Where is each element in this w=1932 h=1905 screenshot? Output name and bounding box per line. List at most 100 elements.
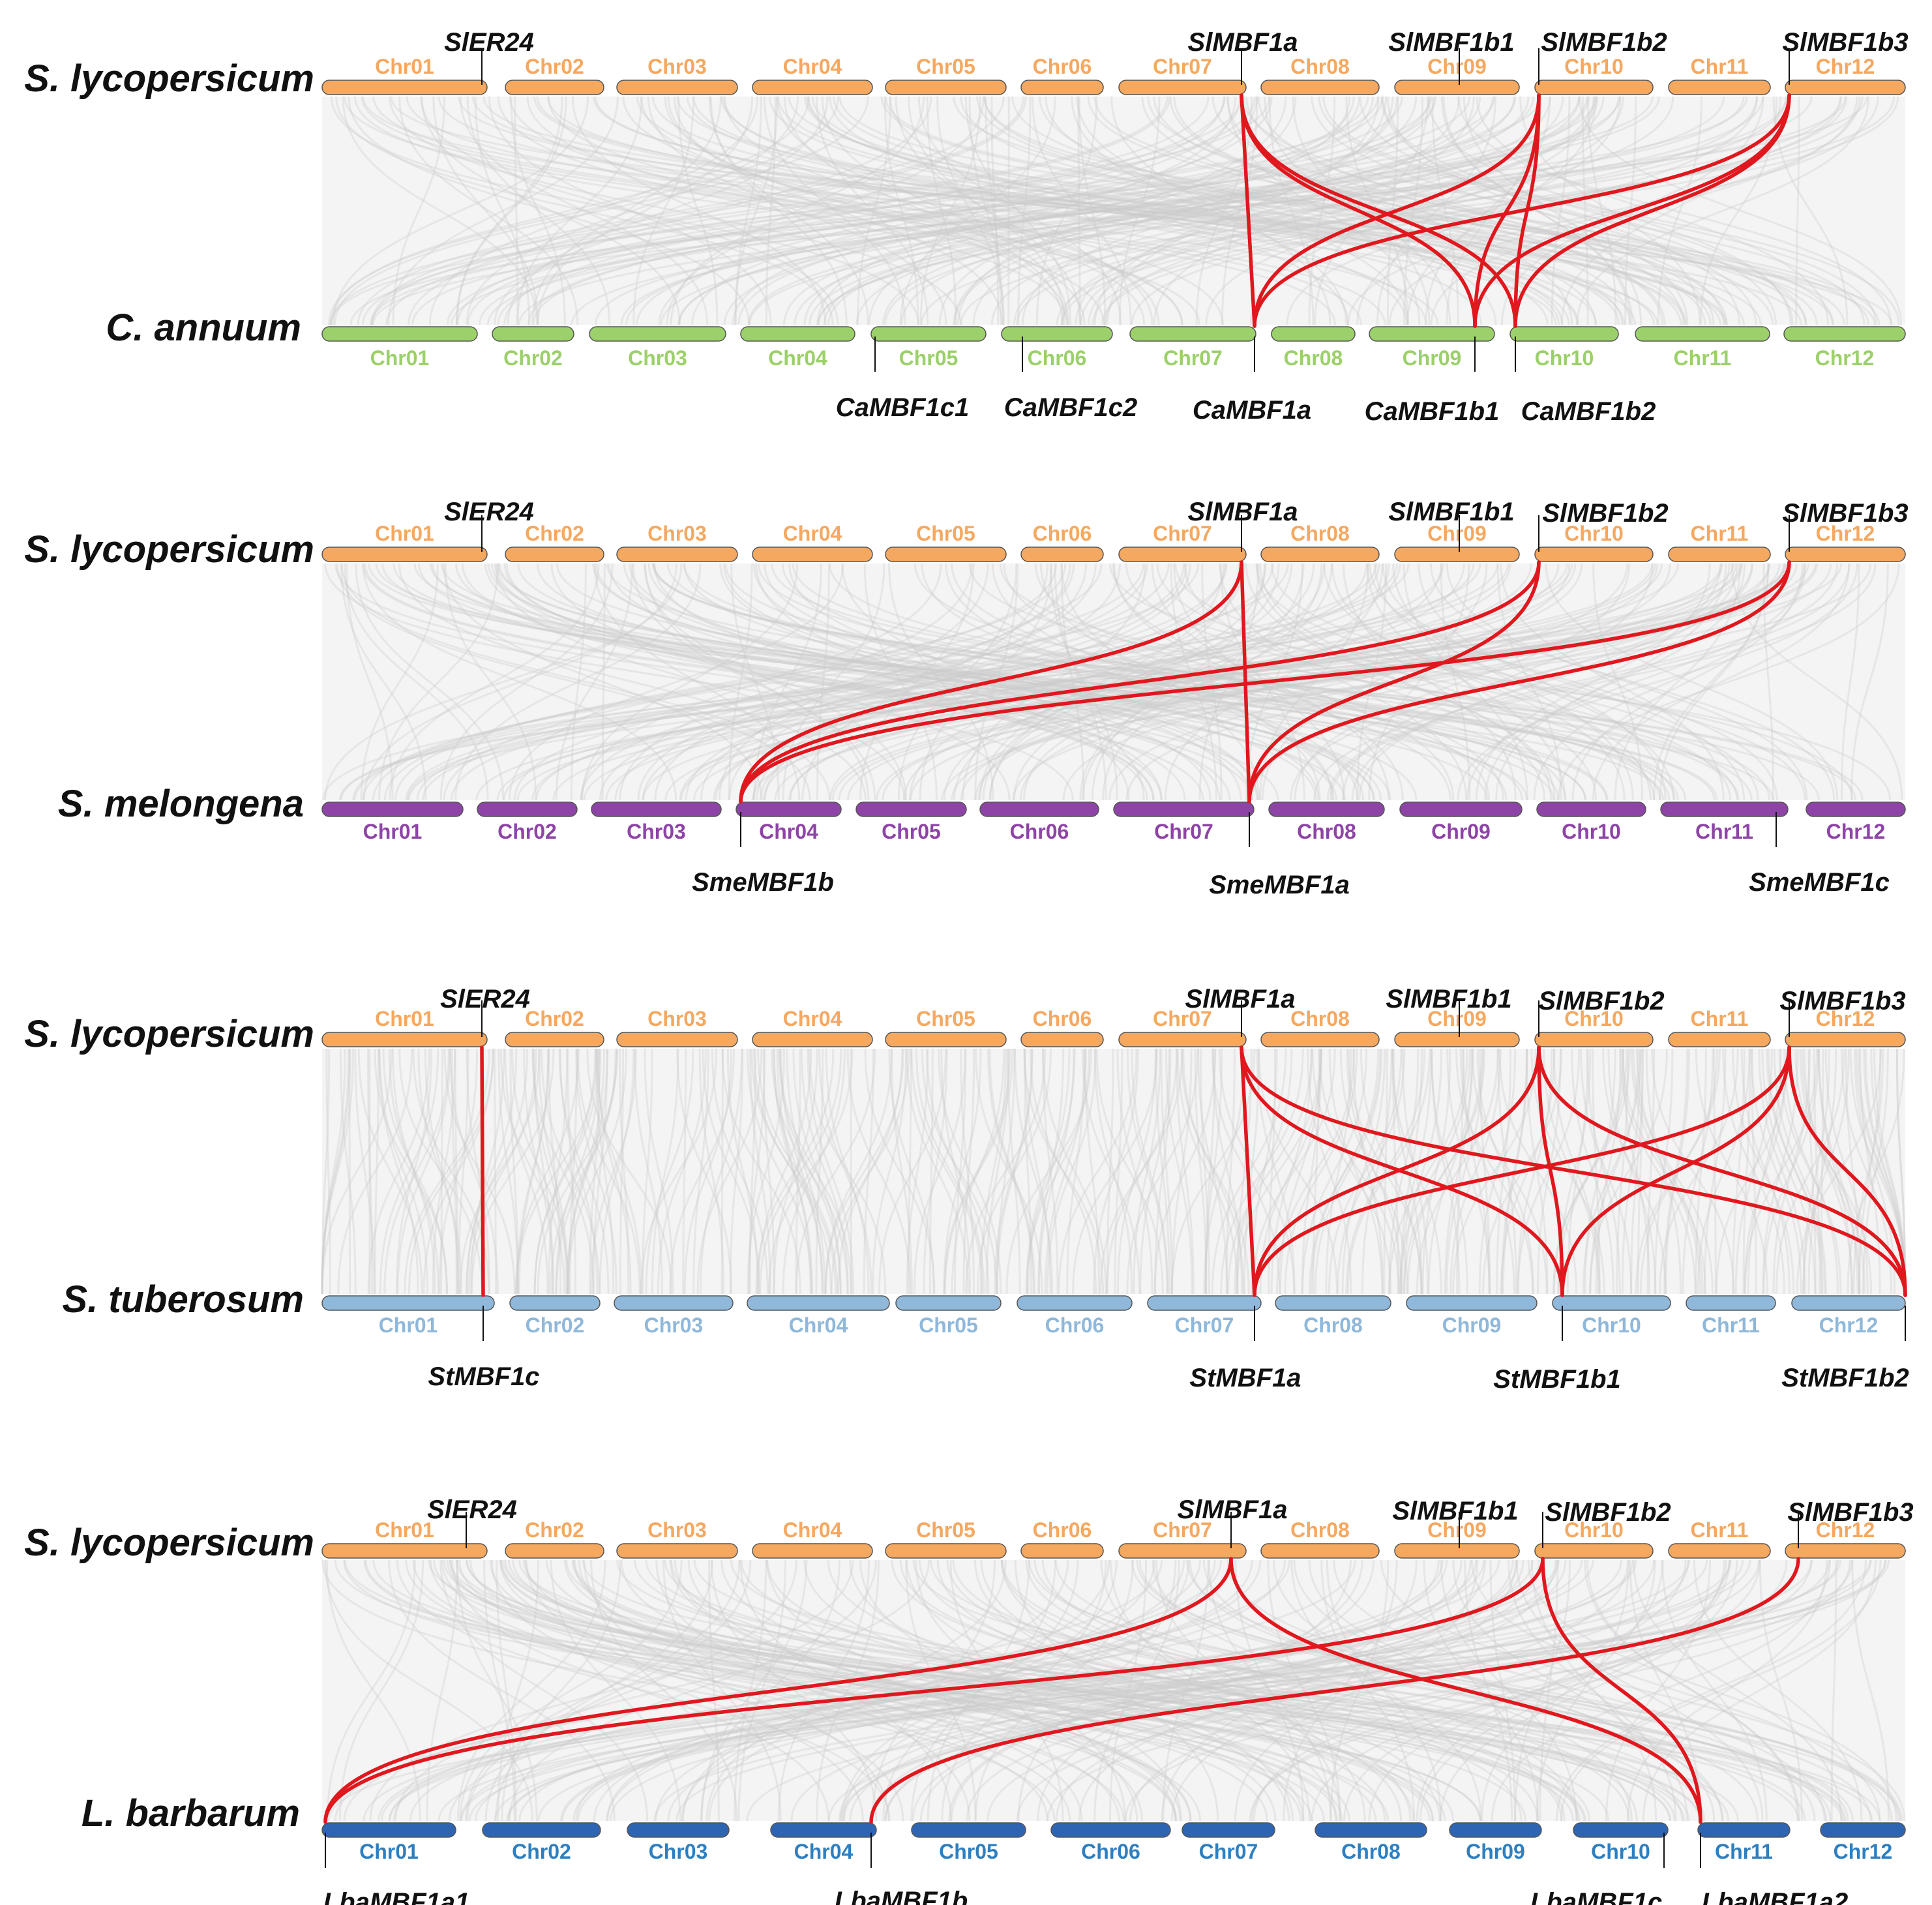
background-link bbox=[1078, 1559, 1487, 1822]
background-link bbox=[1440, 96, 1633, 325]
background-link bbox=[1427, 1048, 1474, 1295]
background-link bbox=[1742, 1048, 1751, 1295]
background-link bbox=[979, 1048, 1007, 1295]
background-link bbox=[1336, 1048, 1406, 1295]
background-link bbox=[513, 563, 1170, 801]
background-link bbox=[439, 1559, 649, 1822]
background-link bbox=[441, 1559, 1071, 1822]
ortholog-link bbox=[1537, 1045, 1564, 1297]
background-link bbox=[771, 1048, 849, 1295]
background-link bbox=[1802, 1048, 1830, 1295]
background-link bbox=[1446, 563, 1808, 801]
reference-chromosome-bar bbox=[1534, 1543, 1654, 1559]
background-link bbox=[455, 96, 563, 325]
ortholog-link bbox=[1253, 1045, 1541, 1297]
background-link bbox=[1133, 1048, 1161, 1295]
background-link bbox=[443, 563, 1058, 801]
background-link bbox=[1301, 1048, 1367, 1295]
reference-chromosome-bar bbox=[885, 1543, 1007, 1559]
target-chromosome-label: Chr02 bbox=[512, 1840, 571, 1863]
background-link bbox=[1801, 1048, 1865, 1295]
background-link bbox=[816, 96, 1258, 325]
background-link bbox=[1807, 1048, 1817, 1295]
reference-chromosome-label: Chr04 bbox=[783, 1007, 842, 1030]
background-link bbox=[1267, 1559, 1341, 1822]
background-link bbox=[1155, 1559, 1342, 1822]
background-link bbox=[483, 1559, 516, 1822]
background-link bbox=[1017, 1559, 1177, 1822]
background-link bbox=[1582, 1048, 1642, 1295]
background-link bbox=[494, 1559, 1887, 1822]
background-link bbox=[503, 96, 1226, 325]
background-link bbox=[1236, 1048, 1322, 1295]
background-link bbox=[667, 1559, 1448, 1822]
target-chromosome-bar bbox=[482, 1822, 601, 1838]
background-link bbox=[1847, 1048, 1905, 1295]
background-link bbox=[496, 1559, 517, 1822]
background-link bbox=[899, 1559, 1539, 1822]
background-link bbox=[1463, 96, 1642, 325]
reference-chromosome-label: Chr07 bbox=[1153, 1007, 1212, 1030]
background-link bbox=[357, 96, 1005, 325]
background-link bbox=[608, 563, 1221, 801]
background-link bbox=[570, 563, 587, 801]
reference-chromosome-label: Chr02 bbox=[525, 522, 584, 545]
background-link bbox=[1794, 1048, 1873, 1295]
reference-gene-label: SlER24 bbox=[440, 985, 530, 1013]
background-link bbox=[888, 563, 994, 801]
target-chromosome-label: Chr11 bbox=[1695, 820, 1753, 843]
background-link bbox=[746, 1559, 1886, 1822]
background-link bbox=[508, 563, 844, 801]
background-link bbox=[709, 96, 848, 325]
background-link bbox=[1497, 1048, 1517, 1295]
reference-chromosome-label: Chr05 bbox=[916, 1518, 975, 1542]
background-link bbox=[354, 96, 1200, 325]
background-link bbox=[640, 96, 1146, 325]
background-link bbox=[846, 1048, 912, 1295]
background-link bbox=[1129, 1559, 1629, 1822]
background-link bbox=[497, 96, 1432, 325]
ortholog-link bbox=[1473, 93, 1791, 328]
background-link bbox=[590, 1559, 738, 1822]
ortholog-link bbox=[323, 1557, 1545, 1824]
background-link bbox=[1323, 563, 1652, 801]
target-chromosome-bar bbox=[321, 1295, 495, 1311]
background-link bbox=[599, 1048, 635, 1295]
background-link bbox=[1545, 563, 1839, 801]
background-link bbox=[1173, 96, 1666, 325]
background-link bbox=[489, 1559, 1178, 1822]
background-link bbox=[483, 96, 1876, 325]
target-chromosome-label: Chr09 bbox=[1403, 346, 1462, 370]
background-link bbox=[1452, 1048, 1537, 1295]
background-link bbox=[394, 563, 1067, 801]
background-link bbox=[816, 1559, 880, 1822]
background-link bbox=[721, 1048, 801, 1295]
ortholog-link bbox=[1473, 93, 1541, 328]
background-link bbox=[590, 1048, 637, 1295]
background-link bbox=[686, 96, 1549, 325]
background-link bbox=[1175, 1048, 1195, 1295]
background-link bbox=[777, 1559, 870, 1822]
background-link bbox=[537, 96, 754, 325]
reference-gene-label: SlMBF1b2 bbox=[1542, 499, 1668, 528]
background-link bbox=[827, 1559, 1415, 1822]
reference-chromosome-label: Chr08 bbox=[1290, 55, 1350, 78]
background-link bbox=[706, 1559, 1007, 1822]
background-link bbox=[1630, 1048, 1644, 1295]
background-link bbox=[346, 563, 394, 801]
background-link bbox=[451, 563, 1289, 801]
background-link bbox=[1578, 96, 1902, 325]
background-link bbox=[941, 1559, 1107, 1822]
background-band bbox=[322, 97, 1905, 325]
background-link bbox=[438, 96, 1557, 325]
reference-gene-label: SlMBF1b3 bbox=[1787, 1498, 1913, 1527]
background-link bbox=[1109, 563, 1892, 801]
background-link bbox=[572, 1559, 1444, 1822]
background-link bbox=[466, 96, 799, 325]
background-link bbox=[1382, 96, 1794, 325]
background-link bbox=[1343, 1559, 1727, 1822]
background-link bbox=[471, 96, 1726, 325]
background-link bbox=[884, 96, 919, 325]
reference-chromosome-bar bbox=[752, 1032, 873, 1047]
background-link bbox=[1508, 1559, 1677, 1822]
